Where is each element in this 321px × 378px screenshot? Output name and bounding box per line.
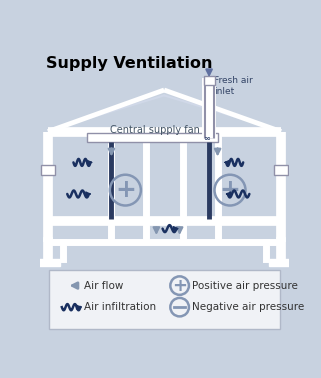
Text: +: + <box>115 178 136 202</box>
Text: +: + <box>172 277 187 294</box>
Text: Fresh air
inlet: Fresh air inlet <box>214 76 253 96</box>
Bar <box>87 133 218 143</box>
Text: Air flow: Air flow <box>84 280 124 291</box>
Bar <box>269 259 293 266</box>
Text: Central supply fan: Central supply fan <box>110 125 200 135</box>
Bar <box>41 166 55 175</box>
Text: Air infiltration: Air infiltration <box>84 302 156 312</box>
Bar <box>274 166 288 175</box>
Text: +: + <box>220 178 240 202</box>
Text: Supply Ventilation: Supply Ventilation <box>46 56 212 71</box>
Text: Positive air pressure: Positive air pressure <box>192 280 298 291</box>
Bar <box>36 259 60 266</box>
Text: Negative air pressure: Negative air pressure <box>192 302 304 312</box>
Bar <box>204 76 214 85</box>
Text: ∞: ∞ <box>203 134 210 143</box>
Bar <box>49 270 280 329</box>
